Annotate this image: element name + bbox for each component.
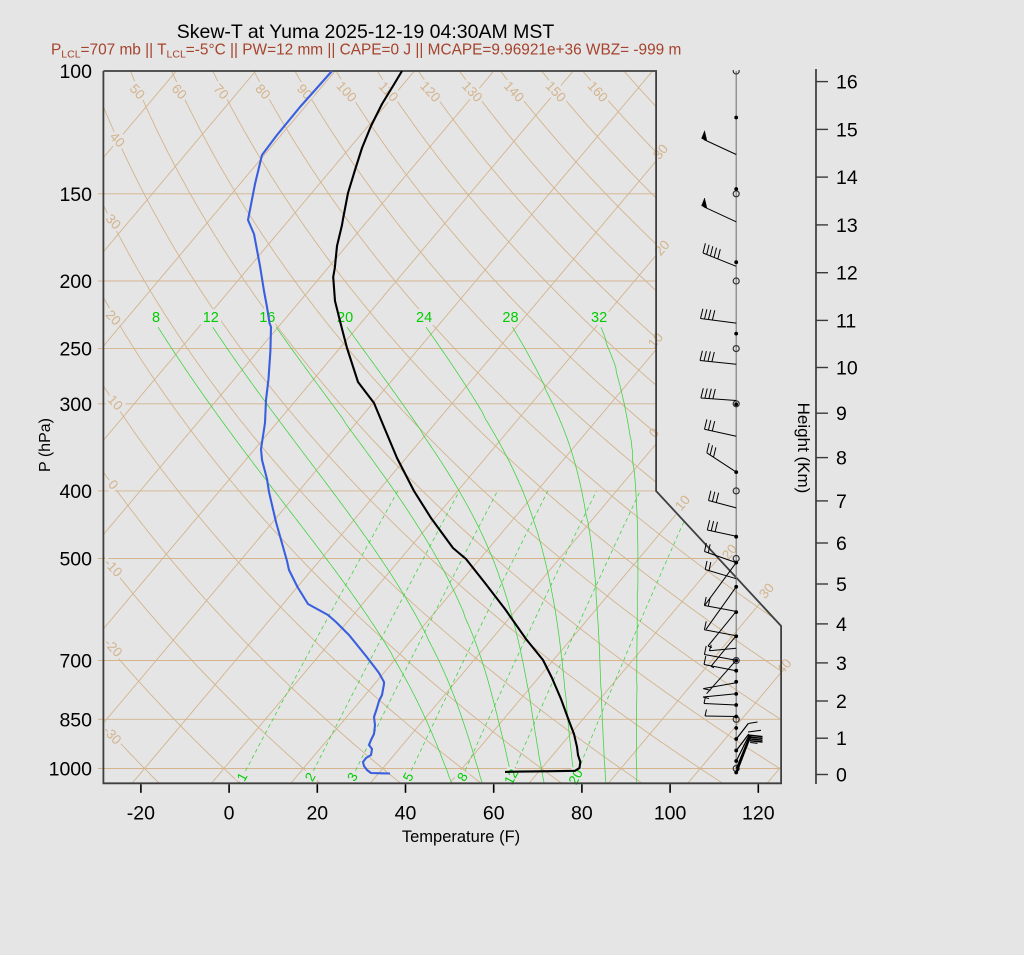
svg-text:250: 250	[59, 339, 92, 361]
svg-text:2: 2	[836, 691, 847, 713]
svg-text:PLCL=707 mb || TLCL=-5°C || PW: PLCL=707 mb || TLCL=-5°C || PW=12 mm || …	[51, 42, 681, 61]
svg-text:150: 150	[59, 184, 92, 206]
svg-text:4: 4	[836, 614, 847, 636]
svg-text:5: 5	[836, 574, 847, 596]
svg-text:20: 20	[719, 541, 740, 562]
svg-text:9: 9	[836, 403, 847, 425]
svg-text:6: 6	[836, 533, 847, 555]
svg-text:-20: -20	[127, 803, 155, 825]
svg-text:24: 24	[416, 310, 432, 326]
svg-text:700: 700	[59, 651, 92, 673]
svg-text:1000: 1000	[49, 759, 93, 781]
svg-text:11: 11	[836, 310, 856, 332]
svg-text:30: 30	[756, 580, 777, 601]
svg-text:0: 0	[224, 803, 235, 825]
svg-text:100: 100	[59, 61, 92, 83]
svg-text:400: 400	[59, 481, 92, 503]
svg-text:Skew-T at Yuma 2025-12-19 04:3: Skew-T at Yuma 2025-12-19 04:30AM MST	[177, 21, 555, 43]
svg-text:850: 850	[59, 709, 92, 731]
svg-text:16: 16	[836, 72, 858, 94]
svg-text:0: 0	[836, 765, 847, 787]
svg-text:10: 10	[672, 492, 693, 513]
svg-text:15: 15	[836, 119, 858, 141]
svg-text:13: 13	[836, 215, 858, 237]
svg-text:20: 20	[306, 803, 328, 825]
svg-text:32: 32	[591, 310, 607, 326]
svg-text:120: 120	[742, 803, 775, 825]
svg-text:100: 100	[654, 803, 687, 825]
svg-text:16: 16	[259, 310, 275, 326]
svg-text:7: 7	[836, 491, 847, 513]
svg-text:28: 28	[502, 310, 518, 326]
svg-text:12: 12	[836, 263, 858, 285]
svg-text:60: 60	[483, 803, 505, 825]
svg-text:500: 500	[59, 549, 92, 571]
svg-text:300: 300	[59, 394, 92, 416]
svg-text:1: 1	[836, 728, 847, 750]
svg-text:14: 14	[836, 167, 858, 189]
svg-text:8: 8	[836, 448, 847, 470]
svg-text:40: 40	[773, 656, 794, 677]
svg-text:80: 80	[571, 803, 593, 825]
svg-text:10: 10	[836, 358, 858, 380]
svg-text:P (hPa): P (hPa)	[37, 418, 54, 472]
svg-text:200: 200	[59, 271, 92, 293]
svg-text:8: 8	[152, 310, 160, 326]
svg-text:3: 3	[836, 653, 847, 675]
svg-text:Temperature (F): Temperature (F)	[402, 828, 520, 846]
svg-text:Height (Km): Height (Km)	[794, 403, 813, 494]
svg-text:12: 12	[203, 310, 219, 326]
svg-text:40: 40	[395, 803, 417, 825]
